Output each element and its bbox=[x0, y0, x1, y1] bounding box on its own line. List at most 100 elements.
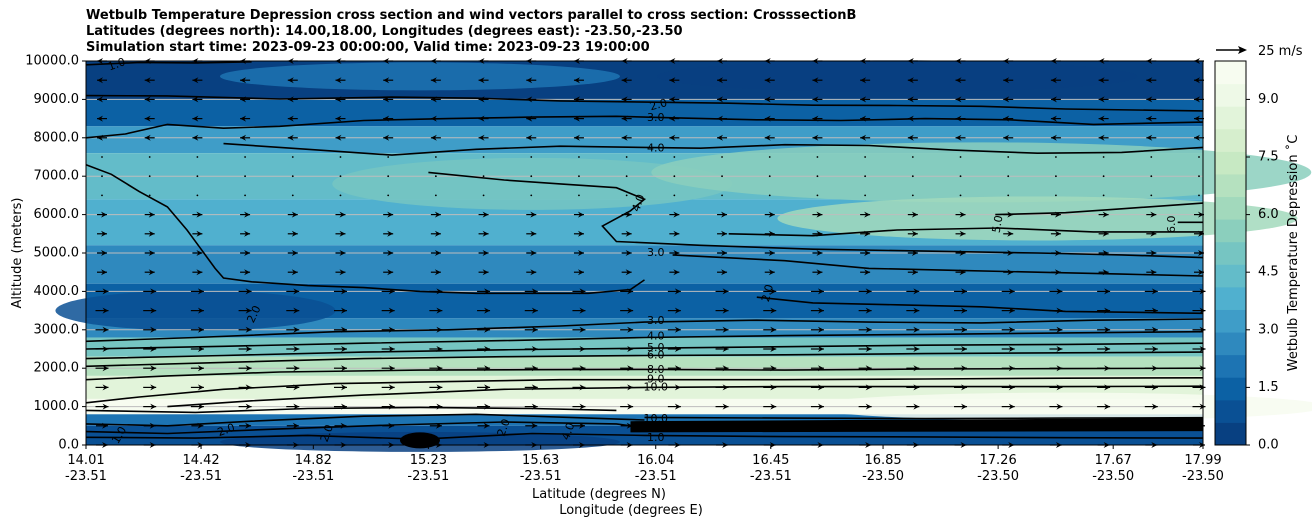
wind-arrow bbox=[190, 346, 204, 352]
colorbar-segment bbox=[1215, 377, 1246, 401]
wind-arrow bbox=[1098, 250, 1109, 256]
wind-arrow bbox=[621, 250, 632, 256]
wind-arrow bbox=[429, 307, 443, 314]
contour-2-top bbox=[85, 94, 1204, 112]
wind-arrow bbox=[667, 346, 681, 352]
wind-arrow bbox=[524, 403, 538, 410]
x-tick-label-lat: 16.04 bbox=[637, 453, 674, 468]
contour-label: 4.0 bbox=[559, 421, 577, 442]
x-tick-label-lon: -23.51 bbox=[292, 469, 334, 484]
wind-arrow bbox=[768, 175, 771, 178]
wind-arrow bbox=[858, 307, 872, 314]
wind-arrow bbox=[907, 115, 918, 122]
wind-arrow bbox=[1050, 269, 1061, 276]
contour-3-low bbox=[85, 318, 1204, 343]
wind-arrow bbox=[812, 77, 823, 84]
wind-arrow bbox=[573, 115, 584, 122]
colorbar-segment bbox=[1215, 173, 1246, 198]
wind-arrow bbox=[287, 96, 298, 103]
wind-arrow bbox=[812, 230, 823, 237]
wind-arrow bbox=[482, 175, 485, 178]
wind-arrow bbox=[1097, 307, 1111, 314]
wind-arrow bbox=[286, 307, 300, 314]
wind-arrow bbox=[673, 156, 676, 158]
wind-arrow bbox=[812, 134, 823, 141]
y-tick-label: 6000.0 bbox=[34, 207, 80, 222]
wind-arrow bbox=[335, 269, 346, 276]
colorbar-segment bbox=[1215, 241, 1246, 265]
contour-band bbox=[86, 337, 1203, 357]
wind-arrow bbox=[669, 250, 680, 256]
wind-arrow bbox=[286, 422, 299, 429]
wind-arrow bbox=[911, 156, 914, 158]
contour-label: 1.0 bbox=[647, 431, 665, 444]
x-tick-label-lat: 14.42 bbox=[182, 453, 219, 468]
wind-arrow bbox=[286, 326, 300, 333]
wind-arrow bbox=[334, 422, 347, 429]
wind-arrow bbox=[381, 288, 395, 295]
wind-arrow bbox=[478, 134, 489, 141]
wind-arrow bbox=[764, 250, 775, 256]
wind-arrow bbox=[768, 156, 771, 158]
wind-arrow bbox=[1146, 211, 1157, 218]
wind-arrow bbox=[191, 422, 204, 429]
contour-field bbox=[55, 60, 1312, 452]
wind-arrow bbox=[143, 288, 157, 295]
wind-arrow bbox=[196, 194, 199, 197]
wind-arrow bbox=[143, 346, 157, 352]
wind-arrow bbox=[810, 288, 824, 295]
x-tick-label-lon: -23.51 bbox=[750, 469, 792, 484]
wind-arrow bbox=[478, 230, 489, 237]
wind-arrow bbox=[620, 326, 634, 333]
wind-arrow bbox=[860, 230, 871, 237]
wind-arrow bbox=[144, 250, 155, 256]
wind-arrow bbox=[333, 346, 347, 352]
wind-arrow bbox=[1144, 288, 1158, 295]
y-tick-label: 1000.0 bbox=[34, 399, 80, 414]
wind-arrow bbox=[1098, 134, 1109, 141]
wind-arrow bbox=[482, 156, 485, 158]
colorbar-segment bbox=[1215, 61, 1246, 85]
wind-arrow bbox=[383, 96, 394, 103]
wind-arrow bbox=[954, 403, 968, 410]
contour-band bbox=[86, 245, 1203, 284]
contour-label: 5.0 bbox=[990, 214, 1006, 233]
wind-arrow bbox=[906, 422, 919, 429]
contour-9 bbox=[85, 377, 1204, 404]
colorbar: 0.0 1.5 3.0 4.5 6.0 7.5 9.0 bbox=[1214, 60, 1279, 453]
chart-title-line-1: Wetbulb Temperature Depression cross sec… bbox=[86, 8, 857, 23]
wind-arrow bbox=[669, 269, 680, 276]
wind-arrow bbox=[101, 156, 103, 158]
wind-arrow bbox=[335, 230, 346, 237]
wind-arrow bbox=[864, 194, 867, 197]
x-tick-label-lat: 14.01 bbox=[67, 453, 104, 468]
wind-arrow bbox=[1097, 288, 1111, 295]
wind-arrow bbox=[959, 175, 962, 178]
x-tick-label-lat: 15.63 bbox=[522, 453, 559, 468]
wind-arrow bbox=[621, 211, 632, 218]
wind-arrow bbox=[810, 384, 824, 391]
wind-arrow bbox=[1098, 77, 1109, 84]
wind-arrow bbox=[333, 365, 347, 372]
wind-arrow bbox=[1150, 194, 1153, 197]
wind-arrow bbox=[621, 77, 632, 84]
wind-arrow bbox=[620, 422, 633, 429]
y-tick-label: 4000.0 bbox=[34, 284, 80, 299]
wind-arrow bbox=[333, 326, 347, 333]
colorbar-segment bbox=[1215, 422, 1246, 446]
wind-arrow bbox=[572, 365, 586, 372]
wind-arrow bbox=[240, 211, 251, 218]
wind-arrow bbox=[1097, 384, 1111, 391]
wind-arrow bbox=[1049, 288, 1063, 295]
wind-arrow bbox=[717, 96, 728, 103]
contour-band bbox=[86, 414, 1203, 426]
wind-arrow bbox=[1150, 175, 1153, 178]
wind-arrow bbox=[477, 288, 491, 295]
wind-arrow bbox=[526, 115, 537, 122]
wind-arrow bbox=[954, 346, 968, 352]
wind-arrow bbox=[192, 115, 203, 122]
wind-arrow bbox=[335, 77, 346, 84]
wind-arrow bbox=[143, 403, 157, 410]
wind-arrow bbox=[335, 115, 346, 122]
wind-arrow bbox=[238, 288, 252, 295]
